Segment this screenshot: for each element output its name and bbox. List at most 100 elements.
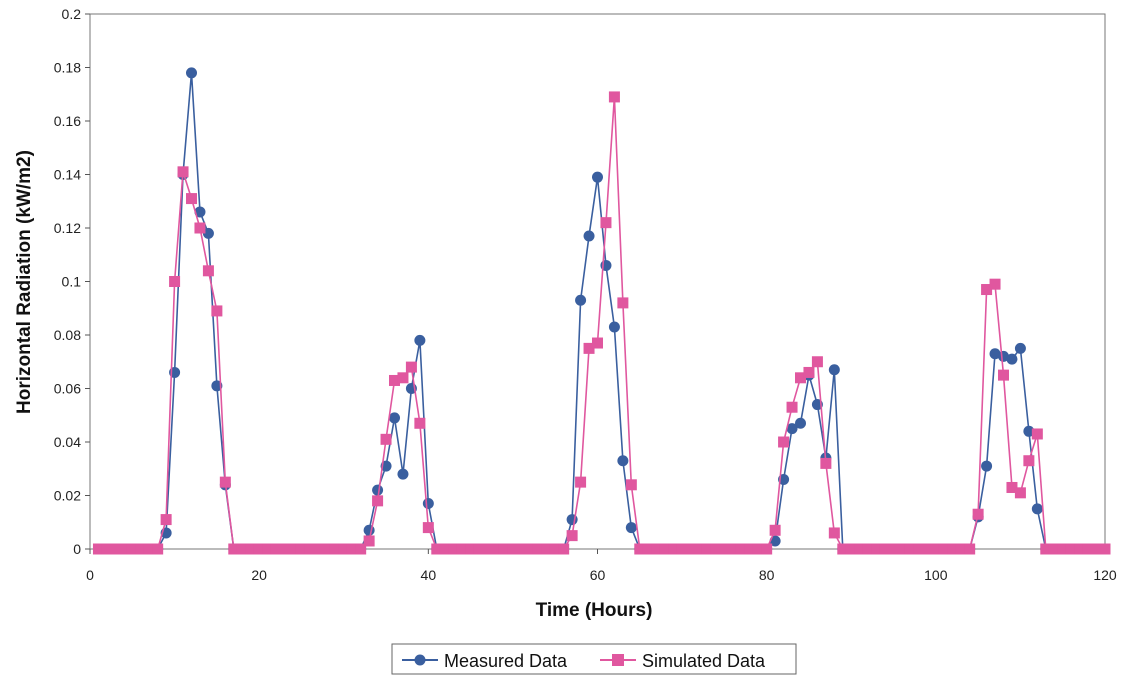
data-point [879, 543, 891, 555]
data-point [871, 543, 883, 555]
data-point [211, 380, 223, 392]
data-point [930, 543, 942, 555]
data-point [811, 356, 823, 368]
data-point [744, 543, 756, 555]
data-point [92, 543, 104, 555]
data-point [1014, 487, 1026, 499]
data-point [989, 348, 1001, 360]
data-point [1048, 543, 1060, 555]
data-point [152, 543, 164, 555]
data-point [202, 265, 214, 277]
data-point [363, 535, 375, 547]
data-point [135, 543, 147, 555]
data-point [854, 543, 866, 555]
data-point [583, 230, 595, 242]
x-tick-label: 20 [251, 567, 267, 583]
y-axis-label: Horizontal Radiation (kW/m2) [14, 150, 35, 414]
data-point [498, 543, 510, 555]
data-point [405, 361, 417, 373]
data-point [955, 543, 967, 555]
data-point [380, 433, 392, 445]
data-point [608, 321, 620, 333]
data-point [904, 543, 916, 555]
x-tick-label: 0 [86, 567, 94, 583]
data-point [202, 227, 214, 239]
data-point [828, 364, 840, 376]
data-point [828, 527, 840, 539]
data-point [617, 297, 629, 309]
data-point [888, 543, 900, 555]
data-point [397, 372, 409, 384]
data-point [617, 455, 629, 467]
data-point [1091, 543, 1103, 555]
data-point [710, 543, 722, 555]
data-point [1040, 543, 1052, 555]
data-point [253, 543, 265, 555]
data-point [118, 543, 130, 555]
data-point [795, 417, 806, 429]
y-tick-label: 0.02 [54, 488, 81, 504]
data-point [896, 543, 908, 555]
data-point [1006, 481, 1018, 493]
data-point [583, 342, 595, 354]
data-point [1023, 455, 1035, 467]
x-tick-label: 80 [759, 567, 775, 583]
data-point [490, 543, 502, 555]
data-point [1006, 353, 1018, 365]
data-point [803, 366, 815, 378]
data-point [211, 305, 223, 317]
data-point [439, 543, 451, 555]
data-point [642, 543, 654, 555]
y-tick-label: 0.1 [62, 274, 82, 290]
x-tick-label: 100 [924, 567, 948, 583]
data-point [414, 334, 426, 346]
data-point [608, 91, 620, 103]
data-point [1057, 543, 1069, 555]
data-point [1031, 428, 1043, 440]
data-point [329, 543, 341, 555]
data-point [422, 522, 434, 534]
data-point [837, 543, 849, 555]
data-point [355, 543, 367, 555]
data-point [862, 543, 874, 555]
data-point [845, 543, 857, 555]
data-point [921, 543, 933, 555]
y-tick-label: 0.12 [54, 220, 81, 236]
data-point [558, 543, 570, 555]
data-point [109, 543, 121, 555]
data-point [389, 412, 400, 424]
data-point [245, 543, 257, 555]
data-point [820, 457, 832, 469]
data-point [998, 369, 1009, 381]
x-tick-label: 40 [421, 567, 437, 583]
data-point [507, 543, 519, 555]
data-point [194, 222, 206, 234]
data-point [312, 543, 324, 555]
data-point [575, 476, 587, 488]
data-point [295, 543, 307, 555]
legend-measured-label: Measured Data [444, 651, 568, 671]
data-point [668, 543, 680, 555]
data-point [236, 543, 248, 555]
data-point [473, 543, 485, 555]
data-point [1014, 342, 1026, 354]
data-point [338, 543, 350, 555]
data-point [279, 543, 291, 555]
data-point [372, 484, 384, 496]
data-point [1031, 503, 1043, 515]
data-point [1099, 543, 1111, 555]
data-point [532, 543, 544, 555]
data-point [456, 543, 468, 555]
series-simulated [92, 91, 1111, 555]
data-point [431, 543, 443, 555]
x-axis-label: Time (Hours) [536, 600, 653, 621]
data-point [465, 543, 477, 555]
data-point [549, 543, 561, 555]
y-tick-label: 0.18 [54, 60, 81, 76]
y-tick-label: 0 [73, 541, 81, 557]
data-point [228, 543, 240, 555]
data-point [964, 543, 976, 555]
data-point [160, 514, 172, 526]
data-point [769, 524, 781, 536]
